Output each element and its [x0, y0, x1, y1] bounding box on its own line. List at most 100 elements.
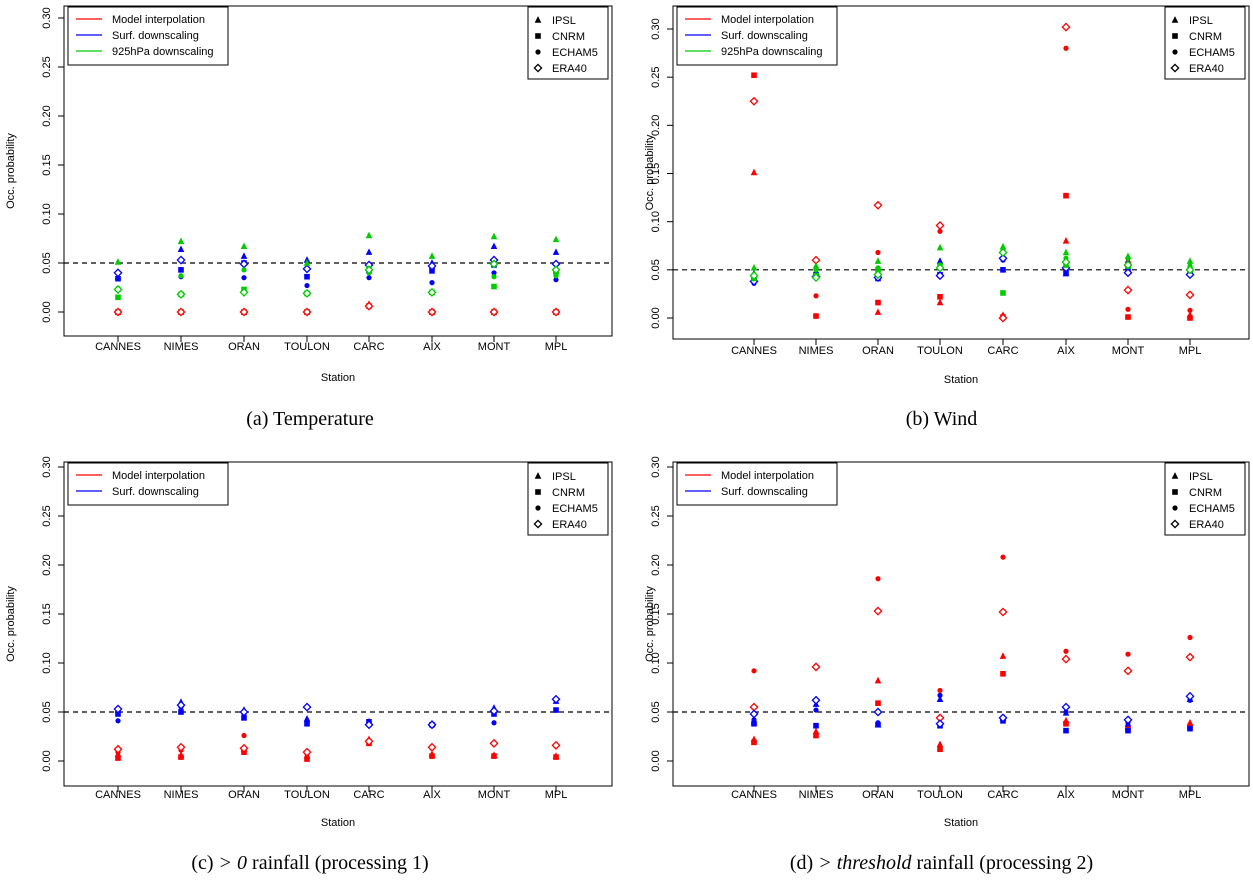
legend-label-echam5: ECHAM5 [552, 47, 598, 59]
point-model-interpolation-cnrm-oran [875, 700, 881, 706]
point-model-interpolation-echam5-aix [1063, 648, 1069, 654]
x-tick-label-carc: CARC [353, 341, 384, 353]
point-surf-downscaling-ipsl-toulon [936, 695, 944, 702]
point-925hpa-downscaling-ipsl-cannes [750, 264, 758, 271]
point-925hpa-downscaling-ipsl-carc [999, 242, 1007, 250]
point-model-interpolation-era40-carc [364, 301, 374, 311]
point-model-interpolation-cnrm-mpl [1187, 315, 1193, 321]
caption-temperature: (a) Temperature [246, 408, 374, 430]
legend-label-era40: ERA40 [1189, 63, 1224, 75]
point-model-interpolation-echam5-mpl [1187, 634, 1193, 641]
point-925hpa-downscaling-echam5-oran [241, 267, 247, 273]
y-tick-label: 0.20 [41, 105, 53, 126]
point-surf-downscaling-ipsl-nimes [177, 245, 185, 252]
y-tick-label: 0.00 [650, 307, 662, 328]
x-tick-label-cannes: CANNES [731, 789, 777, 801]
point-925hpa-downscaling-cnrm-carc [1000, 290, 1006, 296]
point-925hpa-downscaling-era40-toulon [935, 263, 945, 273]
point-925hpa-downscaling-ipsl-nimes [812, 262, 820, 269]
point-surf-downscaling-cnrm-toulon [304, 273, 310, 280]
point-surf-downscaling-echam5-nimes [813, 707, 819, 713]
point-surf-downscaling-echam5-mpl [553, 277, 559, 283]
point-model-interpolation-era40-oran [239, 743, 249, 753]
legend-label-cnrm: CNRM [552, 31, 585, 43]
point-925hpa-downscaling-ipsl-nimes [177, 237, 185, 245]
point-925hpa-downscaling-era40-carc [364, 265, 374, 275]
y-tick-label: 0.10 [650, 211, 662, 232]
legend-marker-dot-echam5 [1172, 49, 1178, 55]
x-axis-label: Station [944, 817, 978, 829]
legend-label-era40: ERA40 [552, 63, 587, 75]
x-tick-label-mpl: MPL [545, 341, 568, 353]
x-tick-label-cannes: CANNES [95, 789, 141, 801]
y-tick-label: 0.25 [41, 56, 53, 77]
legend-label-ipsl: IPSL [1189, 471, 1213, 483]
legend-label-echam5: ECHAM5 [1189, 47, 1235, 59]
x-tick-label-oran: ORAN [862, 789, 894, 801]
x-tick-label-toulon: TOULON [917, 345, 963, 357]
point-925hpa-downscaling-echam5-nimes [178, 273, 184, 279]
legend-label-cnrm: CNRM [1189, 31, 1222, 43]
point-model-interpolation-ipsl-oran [874, 308, 882, 315]
point-surf-downscaling-cnrm-mpl [1187, 725, 1193, 732]
point-925hpa-downscaling-era40-mont [1123, 260, 1133, 270]
point-925hpa-downscaling-era40-nimes [811, 273, 821, 283]
point-925hpa-downscaling-ipsl-mont [490, 232, 498, 240]
legend-marker-diamond-era40 [533, 519, 543, 529]
point-surf-downscaling-era40-mpl [551, 694, 561, 704]
point-model-interpolation-ipsl-mpl [1186, 718, 1194, 726]
y-tick-label: 0.05 [41, 701, 53, 722]
point-925hpa-downscaling-era40-mpl [551, 265, 561, 275]
point-model-interpolation-cnrm-nimes [813, 313, 819, 319]
chart-panel-temperature: 0.00 0.05 0.10 0.15 0.20 0.25 0.30 CANNES NIMES O… [0, 0, 620, 444]
point-surf-downscaling-echam5-cannes [751, 717, 757, 723]
point-925hpa-downscaling-era40-mont [489, 259, 499, 269]
caption-wind: (b) Wind [905, 408, 978, 430]
legend-label-ipsl: IPSL [552, 471, 576, 483]
y-tick-label: 0.10 [41, 203, 53, 224]
point-surf-downscaling-cnrm-aix [1063, 727, 1069, 734]
legend-marker-triangle-ipsl [1171, 16, 1179, 23]
point-model-interpolation-cnrm-toulon [937, 294, 943, 300]
legend-label-surf-downscaling: Surf. downscaling [721, 30, 808, 42]
point-surf-downscaling-era40-cannes [749, 709, 759, 719]
point-surf-downscaling-echam5-aix [429, 280, 435, 286]
point-model-interpolation-cnrm-aix [1063, 192, 1069, 199]
point-925hpa-downscaling-ipsl-cannes [114, 258, 122, 265]
legend-marker-square-cnrm [1172, 489, 1178, 495]
legend-label-model-interpolation: Model interpolation [721, 470, 814, 482]
point-surf-downscaling-era40-carc [998, 713, 1008, 723]
point-model-interpolation-cnrm-oran [875, 299, 881, 306]
point-925hpa-downscaling-ipsl-oran [874, 257, 882, 264]
plot-frame [63, 461, 613, 787]
point-model-interpolation-era40-mont [489, 738, 499, 748]
point-925hpa-downscaling-era40-aix [427, 287, 437, 297]
point-surf-downscaling-era40-mont [1123, 715, 1133, 725]
point-model-interpolation-echam5-mont [1125, 651, 1131, 657]
point-model-interpolation-ipsl-carc [999, 652, 1007, 659]
legend-label-model-interpolation: Model interpolation [112, 470, 205, 482]
point-model-interpolation-era40-cannes [113, 744, 123, 754]
point-model-interpolation-cnrm-mont [491, 753, 497, 759]
legend-marker-diamond-era40 [533, 63, 543, 73]
y-tick-label: 0.30 [650, 18, 662, 39]
point-model-interpolation-echam5-mont [1125, 306, 1131, 312]
point-925hpa-downscaling-cnrm-mont [491, 283, 497, 290]
point-925hpa-downscaling-echam5-mpl [553, 273, 559, 279]
legend-marker-square-cnrm [535, 33, 541, 39]
point-model-interpolation-era40-nimes [176, 307, 186, 317]
point-model-interpolation-era40-oran [239, 307, 249, 317]
x-tick-label-aix: AIX [423, 341, 441, 353]
y-tick-label: 0.10 [650, 652, 662, 673]
point-model-interpolation-cnrm-nimes [178, 754, 184, 760]
point-surf-downscaling-echam5-carc [366, 275, 372, 281]
point-model-interpolation-era40-aix [1061, 22, 1071, 32]
legend-label-era40: ERA40 [1189, 519, 1224, 531]
point-surf-downscaling-era40-aix [1061, 702, 1071, 712]
point-925hpa-downscaling-ipsl-carc [365, 231, 373, 239]
point-surf-downscaling-era40-toulon [302, 264, 312, 274]
point-925hpa-downscaling-ipsl-toulon [936, 243, 944, 251]
point-925hpa-downscaling-era40-oran [239, 287, 249, 297]
point-model-interpolation-era40-carc [998, 313, 1008, 323]
point-surf-downscaling-era40-mont [489, 706, 499, 716]
